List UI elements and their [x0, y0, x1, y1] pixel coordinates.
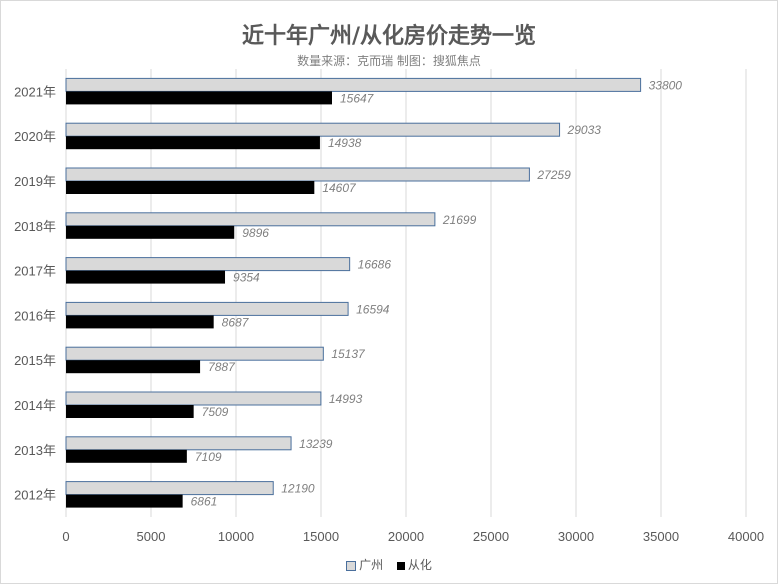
bar-guangzhou — [65, 481, 274, 496]
y-tick-label: 2020年 — [14, 129, 56, 144]
bar-conghua — [66, 136, 320, 150]
x-tick-label: 40000 — [728, 529, 764, 544]
data-label: 9354 — [233, 271, 260, 285]
x-tick-label: 30000 — [558, 529, 594, 544]
y-tick-label: 2013年 — [14, 443, 56, 458]
y-tick-label: 2021年 — [14, 84, 56, 99]
data-label: 27259 — [536, 168, 571, 182]
y-tick-label: 2015年 — [14, 353, 56, 368]
y-tick-label: 2012年 — [14, 488, 56, 503]
legend-item-guangzhou: 广州 — [346, 558, 383, 572]
bar-conghua — [66, 494, 183, 508]
legend-label: 从化 — [407, 558, 432, 572]
data-label: 8687 — [222, 315, 250, 329]
legend-swatch — [346, 560, 357, 571]
legend-item-conghua: 从化 — [396, 558, 432, 572]
y-tick-label: 2018年 — [14, 219, 56, 234]
legend-swatch — [396, 561, 405, 570]
data-label: 15647 — [340, 91, 375, 105]
bar-guangzhou — [65, 167, 530, 182]
bar-guangzhou — [65, 346, 324, 361]
data-label: 33800 — [649, 78, 683, 92]
x-tick-label: 15000 — [303, 529, 339, 544]
data-label: 6861 — [191, 495, 218, 509]
bar-guangzhou — [65, 257, 351, 272]
data-label: 15137 — [331, 347, 366, 361]
data-label: 14607 — [322, 181, 357, 195]
bar-guangzhou — [65, 391, 322, 406]
legend: 广州 从化 — [0, 556, 778, 573]
x-tick-label: 20000 — [388, 529, 424, 544]
x-tick-label: 0 — [62, 529, 69, 544]
x-tick-label: 10000 — [218, 529, 254, 544]
bar-conghua — [66, 449, 187, 463]
bar-guangzhou — [65, 77, 642, 92]
data-label: 7109 — [195, 450, 222, 464]
bar-conghua — [66, 315, 214, 329]
data-label: 21699 — [442, 213, 477, 227]
data-label: 13239 — [299, 437, 333, 451]
data-label: 14938 — [328, 136, 362, 150]
data-label: 16594 — [356, 302, 390, 316]
data-label: 29033 — [567, 123, 602, 137]
x-tick-label: 25000 — [473, 529, 509, 544]
legend-label: 广州 — [359, 558, 384, 572]
bar-guangzhou — [65, 122, 561, 137]
y-tick-label: 2019年 — [14, 174, 56, 189]
data-label: 7887 — [208, 360, 236, 374]
y-tick-label: 2014年 — [14, 398, 56, 413]
bar-conghua — [66, 270, 226, 284]
x-tick-label: 35000 — [643, 529, 679, 544]
bar-guangzhou — [65, 212, 436, 227]
bar-guangzhou — [65, 301, 349, 316]
bar-guangzhou — [65, 436, 292, 451]
data-label: 7509 — [202, 405, 229, 419]
y-tick-label: 2016年 — [14, 308, 56, 323]
data-label: 14993 — [329, 392, 363, 406]
x-tick-label: 5000 — [137, 529, 166, 544]
bar-conghua — [66, 225, 235, 239]
bar-conghua — [66, 360, 201, 374]
bar-conghua — [66, 181, 315, 194]
bar-conghua — [66, 405, 194, 418]
chart-subtitle: 数量来源：克而瑞 制图：搜狐焦点 — [297, 54, 481, 68]
data-label: 16686 — [358, 258, 392, 272]
bar-conghua — [66, 91, 332, 105]
data-label: 12190 — [281, 482, 315, 496]
data-label: 9896 — [242, 226, 269, 240]
chart-title: 近十年广州/从化房价走势一览 — [241, 24, 537, 49]
y-tick-label: 2017年 — [14, 264, 56, 279]
